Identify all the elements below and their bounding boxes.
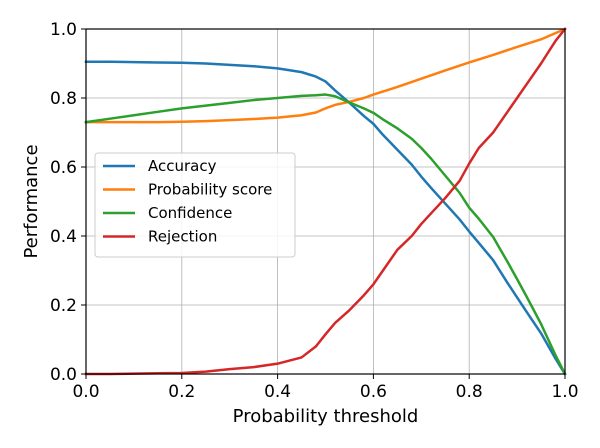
legend-box (94, 152, 296, 258)
x-tick-label: 0.0 (72, 382, 99, 402)
y-tick-label: 0.6 (50, 158, 77, 178)
series-line-accuracy (84, 60, 567, 376)
series-line-rejection (84, 27, 567, 376)
legend: Accuracy Probability score Confidence Rejec… (94, 152, 296, 258)
x-tick-label: 1.0 (551, 382, 578, 402)
series-line-probability-score (84, 27, 567, 124)
legend-label-rejection: Rejection (148, 228, 217, 246)
x-tick-label: 0.8 (456, 382, 483, 402)
legend-label-probability-score: Probability score (148, 181, 272, 199)
plot-frame (85, 28, 566, 375)
y-tick-label: 1.0 (50, 20, 77, 40)
y-tick-label: 0.2 (50, 296, 77, 316)
y-axis-label: Performance (21, 144, 42, 258)
legend-label-confidence: Confidence (148, 204, 232, 222)
y-axis: 0.0 0.2 0.4 0.6 0.8 1.0 (50, 20, 86, 385)
series-group (84, 27, 567, 376)
x-tick-label: 0.4 (264, 382, 291, 402)
x-tick-label: 0.6 (360, 382, 387, 402)
legend-label-accuracy: Accuracy (148, 157, 217, 175)
y-tick-label: 0.4 (50, 227, 77, 247)
y-tick-label: 0.8 (50, 89, 77, 109)
x-tick-label: 0.2 (168, 382, 195, 402)
x-axis-label: Probability threshold (233, 406, 419, 427)
y-tick-label: 0.0 (50, 365, 77, 385)
series-line-confidence (84, 93, 567, 376)
x-axis: 0.0 0.2 0.4 0.6 0.8 1.0 (72, 374, 579, 402)
